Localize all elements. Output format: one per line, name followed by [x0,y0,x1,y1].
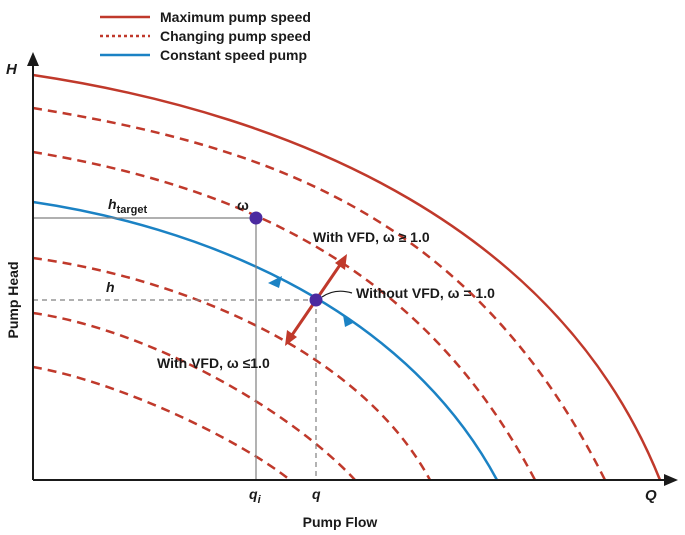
max-speed-curve [32,73,662,481]
vfd-down-label: With VFD, ω ≤1.0 [157,355,270,371]
vfd-arrow-down-icon [285,330,297,346]
target-point-marker [249,211,263,225]
omega-label: ω [237,197,249,213]
legend-constant-speed-label: Constant speed pump [160,47,307,63]
guide-lines [33,217,317,480]
vfd-none-label: Without VFD, ω = 1.0 [356,285,495,301]
operating-point-marker [309,293,323,307]
constant-speed-curve [32,200,499,481]
changing-speed-curves [32,106,607,481]
x-axis-letter: Q [645,487,657,504]
vfd-up-label: With VFD, ω ≥ 1.0 [313,229,430,245]
changing-speed-curve-3 [32,256,432,481]
curve-arrow-up-icon [268,276,282,288]
vfd-arrow-up-icon [335,254,347,270]
legend: Maximum pump speed Changing pump speed C… [100,9,311,63]
changing-speed-curve-1 [32,106,607,481]
changing-speed-curve-4 [32,311,356,481]
q-i-label: qi [249,486,262,506]
x-axis-arrow-icon [664,474,678,486]
axes [27,52,678,486]
y-axis-arrow-icon [27,52,39,66]
curve-arrow-down-icon [343,315,355,327]
legend-max-speed-label: Maximum pump speed [160,9,311,25]
legend-changing-speed-label: Changing pump speed [160,28,311,44]
y-axis-letter: H [6,61,18,78]
h-label: h [106,279,115,295]
q-label: q [312,486,321,502]
y-axis-title: Pump Head [5,261,21,338]
x-axis-title: Pump Flow [303,514,378,530]
h-target-label: htarget [108,196,147,216]
changing-speed-curve-5 [32,365,291,481]
without-vfd-leader [321,290,353,298]
